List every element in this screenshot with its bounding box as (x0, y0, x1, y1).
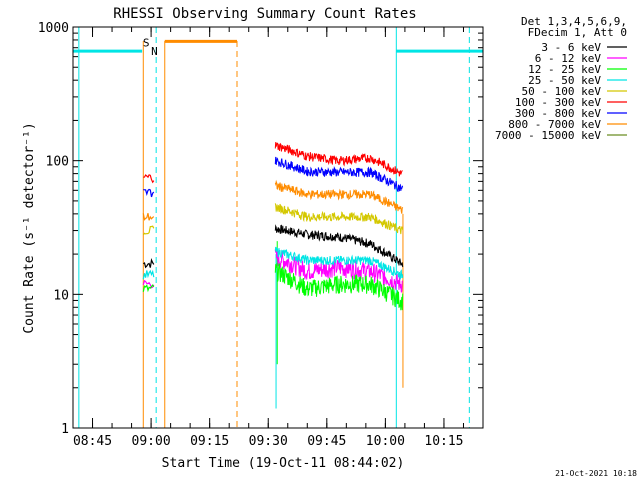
x-tick-label: 09:15 (190, 434, 229, 449)
x-tick-label: 10:00 (366, 434, 405, 449)
series-line-1 (142, 279, 155, 289)
legend-header-line: FDecim 1, Att 0 (528, 26, 627, 39)
series-line-3 (142, 269, 155, 280)
series-line-6 (143, 188, 155, 198)
x-axis-label: Start Time (19-Oct-11 08:44:02) (162, 456, 405, 471)
x-tick-label: 08:45 (73, 434, 112, 449)
series-line-0 (143, 258, 155, 269)
legend-label: 6 - 12 keV (535, 52, 602, 65)
series-line-7 (274, 179, 404, 214)
legend-label: 50 - 100 keV (522, 85, 602, 98)
series-line-2 (274, 263, 404, 311)
chart-title: RHESSI Observing Summary Count Rates (113, 6, 416, 22)
series-line-4 (142, 225, 155, 236)
x-tick-label: 10:15 (424, 434, 463, 449)
legend-label: 3 - 6 keV (541, 41, 601, 54)
series-line-7 (142, 213, 155, 221)
legend: Det 1,3,4,5,6,9,FDecim 1, Att 0 3 - 6 keV… (495, 15, 627, 142)
series-line-6 (274, 156, 404, 193)
y-tick-label: 1 (61, 422, 69, 437)
y-axis-label: Count Rate (s⁻¹ detector⁻¹) (22, 122, 37, 333)
legend-label: 7000 - 15000 keV (495, 129, 601, 142)
x-tick-label: 09:30 (249, 434, 288, 449)
y-tick-label: 1000 (38, 21, 69, 36)
legend-label: 300 - 800 keV (515, 107, 601, 120)
legend-label: 100 - 300 keV (515, 96, 601, 109)
axes-layer: 08:45 09:00 09:15 09:30 09:45 10:00 10:15 1 10 10… (38, 21, 484, 449)
legend-header-line: Det 1,3,4,5,6,9, (521, 15, 627, 28)
series-line-3 (274, 246, 404, 280)
x-tick-label: 09:45 (307, 434, 346, 449)
plot-frame (72, 26, 484, 429)
series-line-0 (274, 224, 404, 268)
legend-label: 800 - 7000 keV (508, 118, 601, 131)
series-line-5 (143, 174, 155, 184)
series-line-5 (274, 142, 403, 177)
y-tick-label: 100 (46, 155, 69, 170)
footer-date: 21-Oct-2021 10:18 (555, 469, 637, 478)
y-tick-label: 10 (53, 288, 69, 303)
series-line-4 (274, 203, 404, 235)
legend-label: 12 - 25 keV (528, 63, 601, 76)
night-flag-label: N (151, 45, 158, 58)
data-layer: SN (73, 27, 483, 428)
saa-flag-label: S (143, 36, 150, 49)
x-tick-label: 09:00 (132, 434, 171, 449)
legend-label: 25 - 50 keV (528, 74, 601, 87)
series-line-2 (142, 284, 155, 293)
